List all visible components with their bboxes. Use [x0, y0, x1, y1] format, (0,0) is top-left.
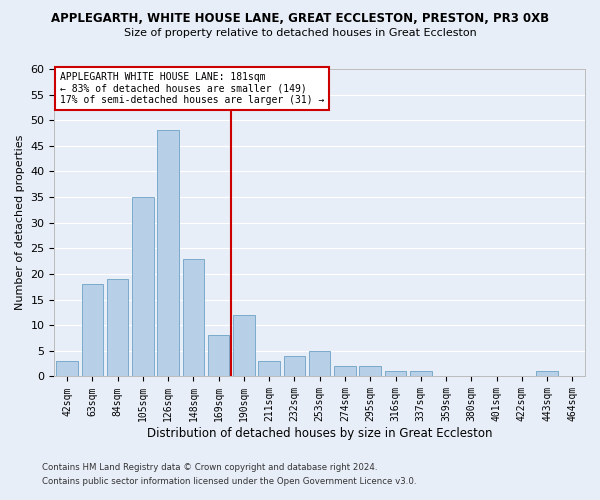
Text: Contains public sector information licensed under the Open Government Licence v3: Contains public sector information licen…: [42, 477, 416, 486]
Bar: [107, 279, 128, 376]
Text: Contains HM Land Registry data © Crown copyright and database right 2024.: Contains HM Land Registry data © Crown c…: [42, 464, 377, 472]
Bar: [259, 361, 280, 376]
Bar: [157, 130, 179, 376]
Bar: [284, 356, 305, 376]
Bar: [208, 336, 229, 376]
Bar: [359, 366, 381, 376]
Bar: [309, 351, 331, 376]
Text: APPLEGARTH WHITE HOUSE LANE: 181sqm
← 83% of detached houses are smaller (149)
1: APPLEGARTH WHITE HOUSE LANE: 181sqm ← 83…: [60, 72, 324, 106]
Y-axis label: Number of detached properties: Number of detached properties: [15, 135, 25, 310]
Bar: [334, 366, 356, 376]
Bar: [536, 372, 558, 376]
Bar: [233, 315, 254, 376]
Bar: [56, 361, 78, 376]
Text: Size of property relative to detached houses in Great Eccleston: Size of property relative to detached ho…: [124, 28, 476, 38]
Text: APPLEGARTH, WHITE HOUSE LANE, GREAT ECCLESTON, PRESTON, PR3 0XB: APPLEGARTH, WHITE HOUSE LANE, GREAT ECCL…: [51, 12, 549, 26]
Bar: [182, 258, 204, 376]
Bar: [410, 372, 431, 376]
X-axis label: Distribution of detached houses by size in Great Eccleston: Distribution of detached houses by size …: [147, 427, 493, 440]
Bar: [132, 197, 154, 376]
Bar: [82, 284, 103, 376]
Bar: [385, 372, 406, 376]
